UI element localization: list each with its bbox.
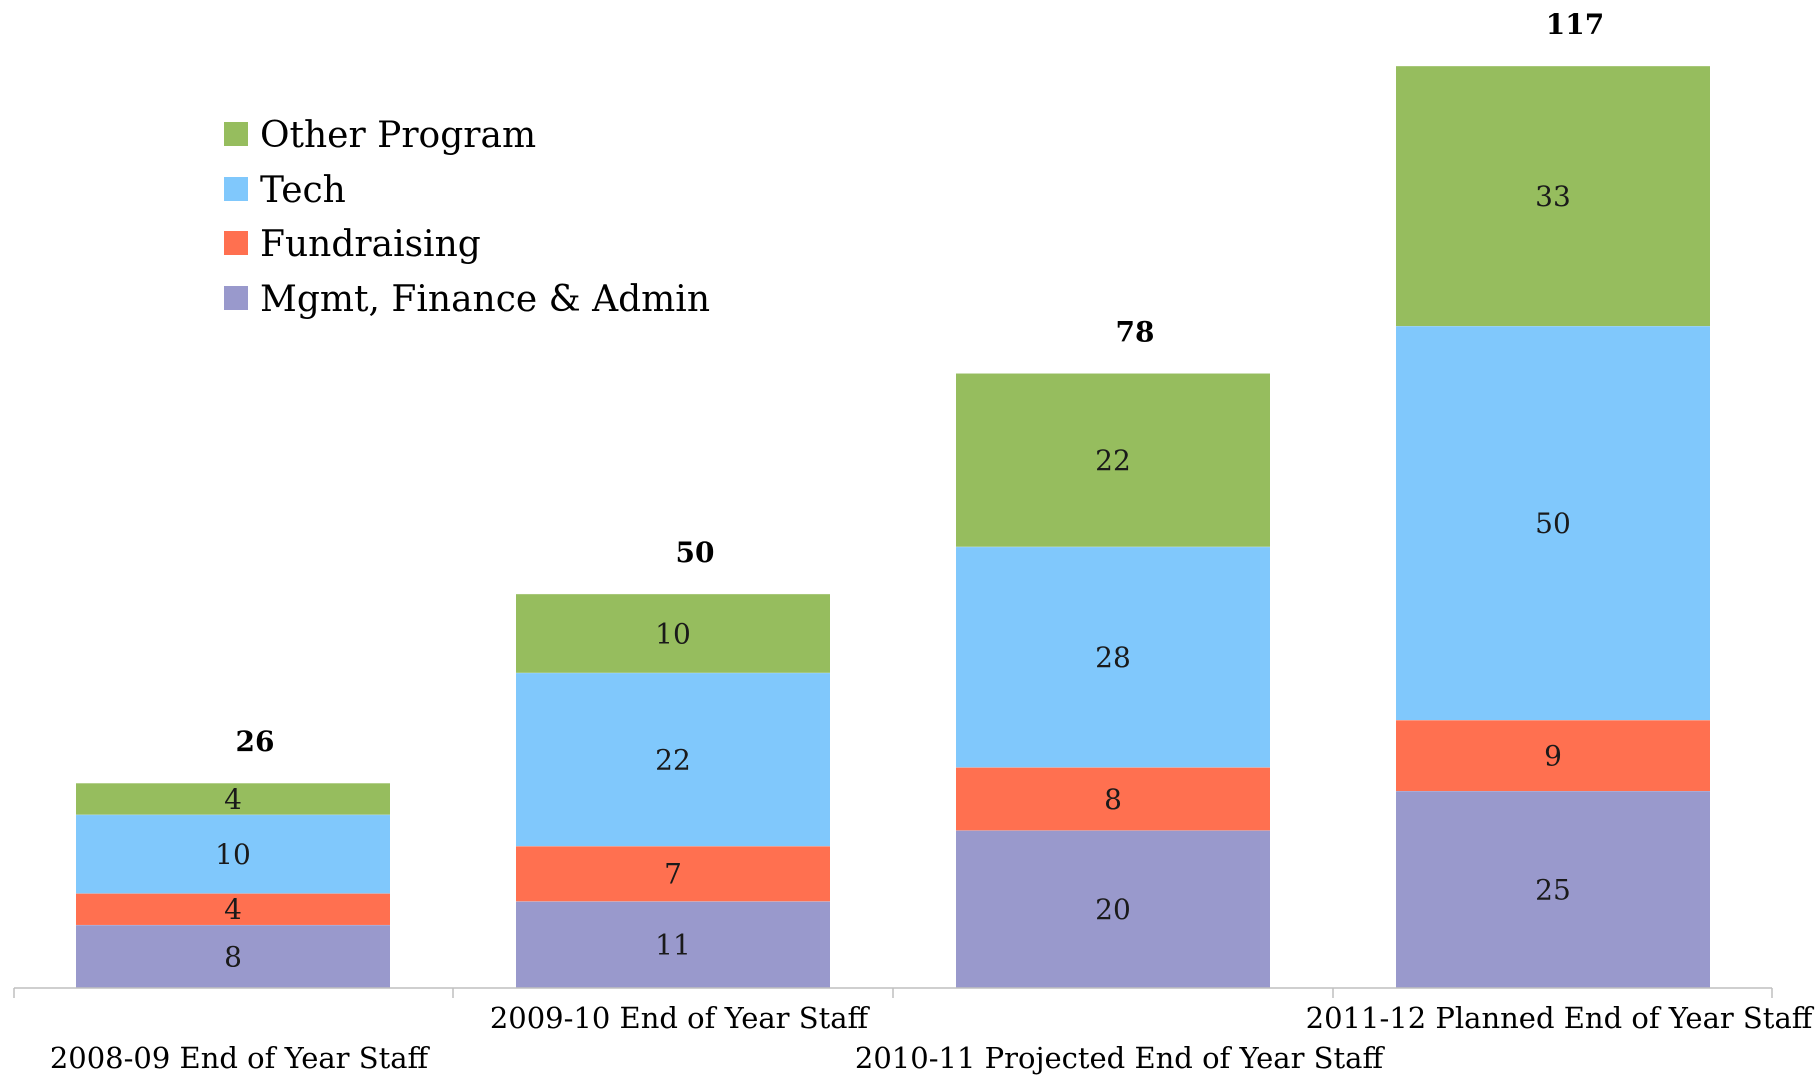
data-label-fundraising-0: 4 bbox=[224, 893, 242, 926]
bar-segment-mgmt-finance-admin-3 bbox=[1396, 790, 1710, 988]
total-label-0: 26 bbox=[236, 725, 275, 758]
data-label-tech-0: 10 bbox=[215, 838, 251, 871]
legend-label-tech: Tech bbox=[260, 170, 346, 211]
data-label-tech-2: 28 bbox=[1095, 641, 1131, 674]
bar-segment-other-program-3 bbox=[1396, 66, 1710, 327]
bar-segment-mgmt-finance-admin-0 bbox=[76, 924, 390, 988]
data-label-mgmt-finance-admin-2: 20 bbox=[1095, 893, 1131, 926]
data-label-fundraising-2: 8 bbox=[1104, 783, 1122, 816]
data-label-mgmt-finance-admin-0: 8 bbox=[224, 940, 242, 973]
data-label-mgmt-finance-admin-3: 25 bbox=[1535, 873, 1571, 906]
x-tick-label-0: 2008-09 End of Year Staff bbox=[50, 1041, 431, 1075]
legend-label-other-program: Other Program bbox=[260, 115, 536, 156]
data-label-other-program-0: 4 bbox=[224, 783, 242, 816]
bar-segment-fundraising-0 bbox=[76, 893, 390, 925]
data-label-tech-3: 50 bbox=[1535, 507, 1571, 540]
bar-segment-mgmt-finance-admin-1 bbox=[516, 901, 830, 988]
bar-segment-other-program-1 bbox=[516, 593, 830, 673]
bar-segment-mgmt-finance-admin-2 bbox=[956, 830, 1270, 988]
bar-segment-fundraising-1 bbox=[516, 846, 830, 902]
legend-label-fundraising: Fundraising bbox=[260, 224, 481, 265]
data-label-other-program-3: 33 bbox=[1535, 180, 1571, 213]
x-tick-label-2: 2010-11 Projected End of Year Staff bbox=[855, 1041, 1386, 1075]
x-axis: 2008-09 End of Year Staff 2009-10 End of … bbox=[13, 987, 1815, 1075]
bar-segment-tech-3 bbox=[1396, 326, 1710, 721]
bar-segment-tech-0 bbox=[76, 814, 390, 894]
x-tick-label-3: 2011-12 Planned End of Year Staff bbox=[1306, 1001, 1815, 1035]
bar-segment-other-program-2 bbox=[956, 373, 1270, 547]
legend-swatch-other-program bbox=[224, 122, 248, 146]
total-label-3: 117 bbox=[1546, 8, 1604, 41]
bar-segment-tech-1 bbox=[516, 672, 830, 847]
bar-segment-fundraising-2 bbox=[956, 767, 1270, 831]
legend: Other Program Tech Fundraising Mgmt, Financ… bbox=[224, 115, 710, 320]
total-label-2: 78 bbox=[1116, 315, 1155, 348]
legend-swatch-tech bbox=[224, 177, 248, 201]
data-label-tech-1: 22 bbox=[655, 743, 691, 776]
bar-segment-other-program-0 bbox=[76, 783, 390, 815]
bar-segment-fundraising-3 bbox=[1396, 720, 1710, 791]
legend-swatch-mgmt-finance-admin bbox=[224, 286, 248, 310]
bar-segment-tech-2 bbox=[956, 546, 1270, 768]
x-tick-label-1: 2009-10 End of Year Staff bbox=[490, 1001, 871, 1035]
data-label-other-program-1: 10 bbox=[655, 617, 691, 650]
legend-label-mgmt-finance-admin: Mgmt, Finance & Admin bbox=[260, 279, 710, 320]
legend-swatch-fundraising bbox=[224, 231, 248, 255]
data-label-mgmt-finance-admin-1: 11 bbox=[655, 929, 691, 962]
data-label-fundraising-1: 7 bbox=[664, 858, 682, 891]
data-label-fundraising-3: 9 bbox=[1544, 740, 1562, 773]
total-label-1: 50 bbox=[676, 536, 715, 569]
data-label-other-program-2: 22 bbox=[1095, 444, 1131, 477]
